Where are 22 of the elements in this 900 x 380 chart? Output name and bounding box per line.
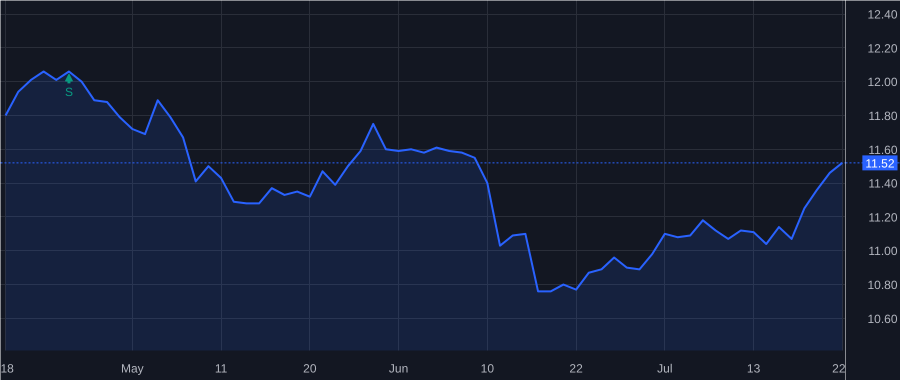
ref-line-label: 11.52 [865, 156, 895, 170]
y-tick-label: 10.60 [867, 312, 898, 326]
y-tick-label: 12.40 [867, 8, 898, 22]
annotation: S [64, 85, 73, 100]
x-tick-label: Jun [388, 362, 408, 376]
x-tick-label: Jul [657, 362, 673, 376]
x-tick-label: 11 [214, 362, 228, 376]
y-tick-label: 12.00 [867, 75, 898, 90]
x-tick-label: 20 [303, 362, 317, 376]
y-tick-label: 10.80 [867, 278, 898, 292]
x-tick-label: May [121, 362, 144, 376]
y-tick-label: 11.00 [868, 244, 898, 258]
y-tick-label: 11.60 [868, 142, 898, 157]
y-tick-label: 11.40 [868, 176, 898, 191]
y-tick-label: 11.80 [868, 108, 898, 123]
x-tick-label: 18 [0, 362, 14, 376]
x-tick-label: 22 [832, 362, 846, 376]
x-tick-label: 22 [569, 362, 584, 376]
y-tick-label: 11.20 [868, 210, 898, 224]
y-tick-label: 12.20 [867, 41, 898, 56]
x-tick-label: 10 [480, 362, 494, 376]
x-tick-label: 13 [746, 362, 761, 376]
